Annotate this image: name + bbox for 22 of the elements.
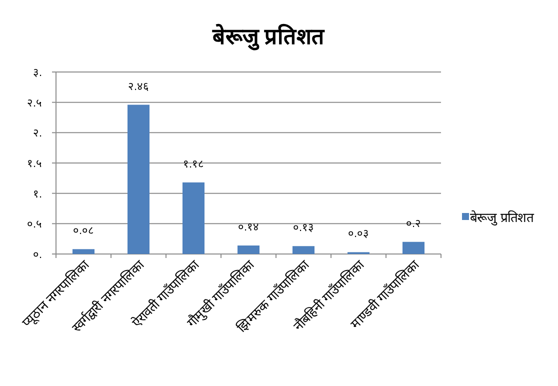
y-tick-label: ०.५ (26, 218, 42, 231)
data-label: ०.१४ (238, 222, 260, 234)
y-tick-label: ३. (32, 67, 42, 79)
bar (292, 246, 314, 254)
y-tick-label: १. (32, 188, 42, 200)
bar (72, 249, 94, 254)
bar (182, 182, 204, 254)
bar (238, 246, 260, 254)
data-label: ०.१३ (292, 222, 314, 234)
data-label: ०.०८ (72, 225, 94, 238)
data-label: ०.२ (406, 218, 422, 230)
y-tick-label: २. (32, 128, 42, 140)
legend-label: बेरूजु प्रतिशत (470, 210, 535, 226)
data-label: ०.०३ (348, 228, 370, 240)
data-label: १.१८ (182, 158, 204, 170)
bar (128, 104, 150, 254)
data-label: २.४६ (128, 80, 150, 93)
chart-title: बेरूजु प्रतिशत (211, 23, 326, 51)
bar (402, 242, 424, 254)
y-tick-label: २.५ (26, 97, 42, 110)
y-tick-label: १.५ (26, 158, 42, 170)
y-tick-label: ०. (32, 249, 42, 261)
